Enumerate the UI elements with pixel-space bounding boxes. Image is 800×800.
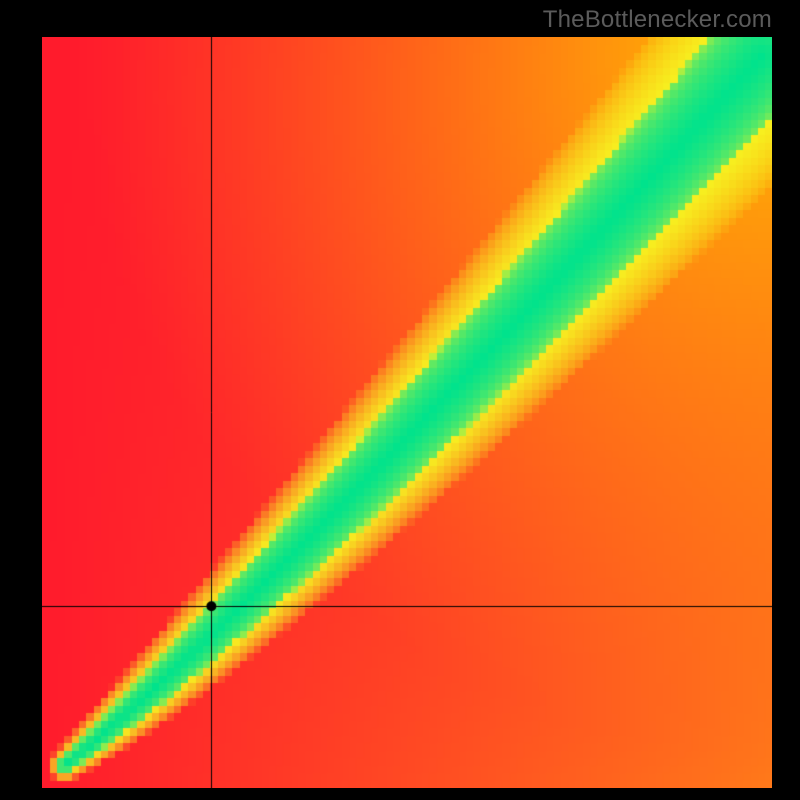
watermark-text: TheBottlenecker.com bbox=[543, 6, 772, 34]
frame-bottom bbox=[0, 788, 800, 800]
frame-right bbox=[772, 0, 800, 800]
bottleneck-heatmap bbox=[42, 37, 772, 788]
frame-left bbox=[0, 0, 42, 800]
